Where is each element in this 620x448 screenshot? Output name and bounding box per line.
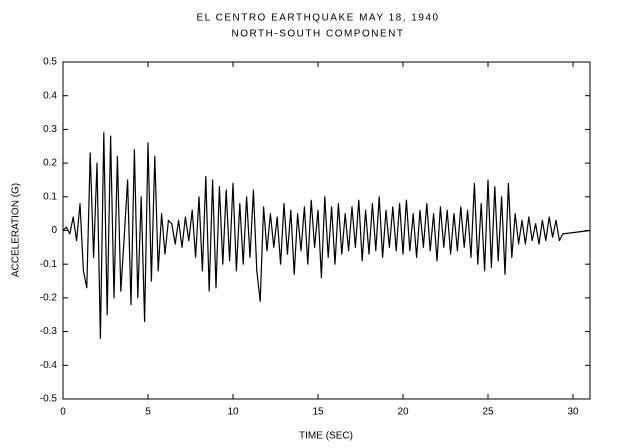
x-axis-label: TIME (SEC) <box>299 431 353 442</box>
x-tick-label: 20 <box>397 407 409 418</box>
y-tick-label: -0.2 <box>40 293 58 304</box>
chart-subtitle: NORTH-SOUTH COMPONENT <box>232 29 405 40</box>
x-tick-label: 15 <box>312 407 324 418</box>
y-tick-label: 0.4 <box>43 90 57 101</box>
y-tick-label: 0 <box>51 225 57 236</box>
x-tick-label: 10 <box>227 407 239 418</box>
y-tick-label: 0.3 <box>43 124 57 135</box>
x-tick-label: 30 <box>567 407 579 418</box>
x-tick-label: 0 <box>60 407 66 418</box>
x-tick-label: 5 <box>145 407 151 418</box>
y-tick-label: 0.2 <box>43 158 57 169</box>
y-tick-label: -0.5 <box>40 394 58 405</box>
y-tick-label: -0.4 <box>40 360 58 371</box>
y-tick-label: 0.1 <box>43 191 57 202</box>
y-tick-label: 0.5 <box>43 57 57 68</box>
y-tick-label: -0.3 <box>40 326 58 337</box>
y-axis-label: ACCELERATION (G) <box>11 183 22 277</box>
y-tick-label: -0.1 <box>40 259 58 270</box>
x-tick-label: 25 <box>482 407 494 418</box>
chart-title: EL CENTRO EARTHQUAKE MAY 18, 1940 <box>196 13 439 24</box>
data-line <box>62 132 591 339</box>
